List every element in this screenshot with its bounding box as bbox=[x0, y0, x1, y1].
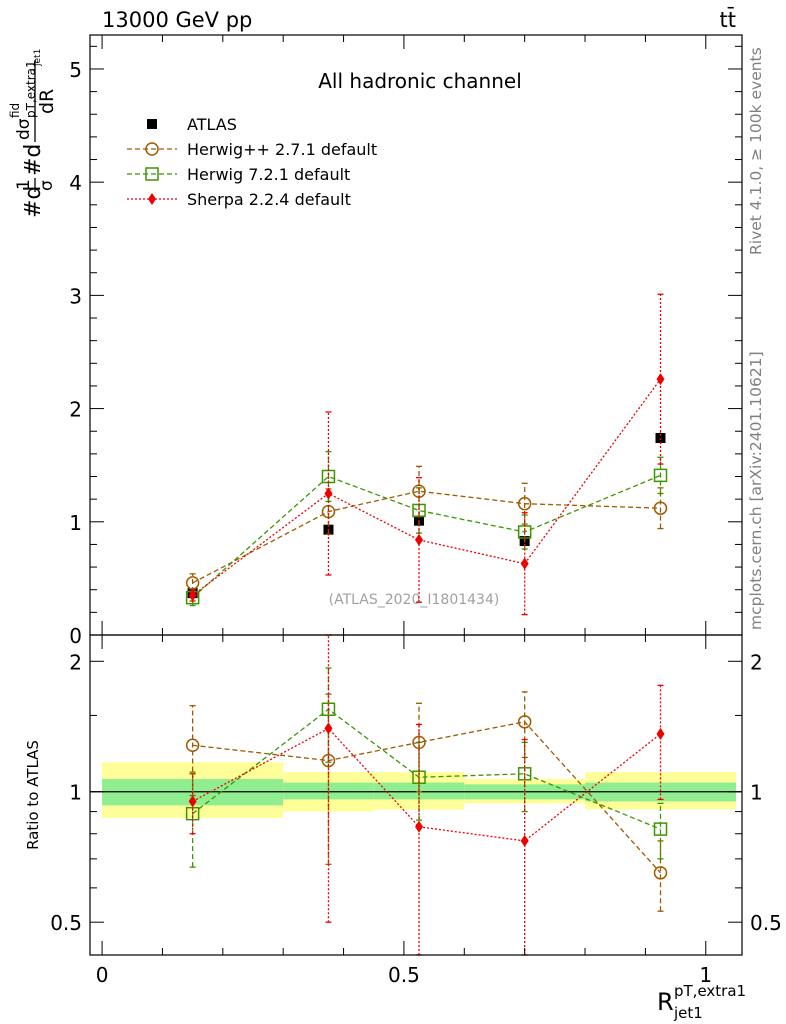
legend-entry: ATLAS bbox=[147, 115, 237, 134]
legend-marker bbox=[147, 119, 157, 129]
main-ytick-label: 5 bbox=[69, 58, 82, 82]
ylabel-frac2-num: dσ bbox=[14, 118, 34, 140]
rivet-version-label: Rivet 4.1.0, ≥ 100k events bbox=[747, 47, 765, 255]
svg-text:#d: #d bbox=[21, 186, 46, 218]
ratio-series-circle bbox=[185, 691, 668, 912]
ratio-point-square bbox=[412, 770, 426, 785]
main-point-data bbox=[655, 433, 666, 444]
main-line-diamond bbox=[192, 378, 662, 596]
ratio-xtick-label: 1 bbox=[699, 963, 712, 987]
legend-marker bbox=[145, 167, 159, 181]
ratio-line-diamond bbox=[192, 727, 661, 842]
main-title: All hadronic channel bbox=[318, 69, 522, 93]
ylabel-frac2-sup: fid bbox=[8, 103, 22, 118]
ratio-point-circle bbox=[321, 753, 336, 768]
ratio-point-square bbox=[653, 822, 668, 836]
main-point-circle bbox=[185, 576, 200, 590]
ratio-frame bbox=[89, 634, 743, 956]
legend-label: ATLAS bbox=[187, 115, 237, 134]
main-point-square bbox=[653, 468, 668, 483]
ratio-line-circle bbox=[192, 721, 661, 874]
ratio-point-diamond bbox=[324, 722, 333, 735]
legend-marker bbox=[145, 142, 159, 156]
main-series-circle bbox=[185, 465, 668, 593]
main-ytick-label: 3 bbox=[69, 284, 82, 308]
legend-marker bbox=[148, 193, 156, 205]
ratio-point-diamond bbox=[415, 820, 424, 833]
main-ytick-label: 1 bbox=[69, 511, 82, 535]
main-point-circle bbox=[517, 496, 532, 511]
main-ytick-label: 2 bbox=[69, 398, 82, 422]
legend-entry: Herwig 7.2.1 default bbox=[127, 165, 350, 184]
ratio-point-square bbox=[321, 702, 336, 717]
ratio-xtick-label: 0.5 bbox=[388, 963, 420, 987]
ratio-ytick-label-right: 0.5 bbox=[750, 911, 782, 935]
main-line-square bbox=[192, 474, 661, 599]
ratio-panel: 0.5 0.5 1 1 2 2 0 0.5 1 Ratio to ATLAS R pT,extr… bbox=[24, 634, 782, 1022]
ratio-ytick-label-left: 1 bbox=[69, 781, 82, 805]
ratio-ytick-label-right: 2 bbox=[750, 650, 763, 674]
xlabel-sub: jet1 bbox=[673, 1004, 703, 1022]
ylabel-prefix: #d bbox=[21, 186, 46, 218]
main-series-data bbox=[187, 432, 666, 599]
ylabel-middle: #d bbox=[21, 144, 46, 176]
ratio-ytick-label-left: 0.5 bbox=[50, 911, 82, 935]
main-y-axis-label: #d 1 σ #d dσ fid pT,extra1 jet1 dR bbox=[8, 49, 58, 218]
ylabel-frac2-subsub: jet1 bbox=[33, 49, 43, 67]
ratio-point-circle bbox=[412, 735, 426, 750]
ylabel-frac2-den: dR bbox=[36, 89, 58, 114]
main-ytick-label: 4 bbox=[69, 171, 82, 195]
header-left-label: 13000 GeV pp bbox=[102, 8, 252, 32]
legend: ATLAS Herwig++ 2.7.1 default Herwig 7.2.1 … bbox=[127, 115, 377, 209]
xlabel-sup: pT,extra1 bbox=[674, 982, 746, 1000]
legend-label: Herwig 7.2.1 default bbox=[187, 165, 350, 184]
analysis-watermark: (ATLAS_2020_I1801434) bbox=[329, 592, 500, 608]
legend-label: Herwig++ 2.7.1 default bbox=[187, 140, 377, 159]
header-right-label: tt̄ bbox=[720, 7, 736, 32]
main-series-square bbox=[185, 450, 668, 607]
main-ytick-label: 0 bbox=[69, 624, 82, 648]
main-point-diamond bbox=[520, 557, 529, 570]
x-axis-label: R pT,extra1 jet1 bbox=[657, 982, 746, 1022]
ratio-xtick-label: 0 bbox=[96, 963, 109, 987]
ratio-point-circle bbox=[517, 715, 532, 729]
main-point-diamond bbox=[656, 373, 665, 386]
main-series-diamond bbox=[188, 293, 665, 616]
ratio-point-circle bbox=[185, 738, 200, 753]
main-point-diamond bbox=[415, 533, 424, 546]
main-point-circle bbox=[653, 501, 668, 515]
main-point-diamond bbox=[324, 487, 333, 500]
ratio-point-diamond bbox=[520, 834, 529, 847]
ratio-point-diamond bbox=[656, 727, 665, 740]
ratio-series-diamond bbox=[188, 634, 665, 956]
ratio-y-axis-label: Ratio to ATLAS bbox=[24, 740, 42, 850]
main-point-diamond bbox=[188, 589, 197, 602]
ratio-point-circle bbox=[653, 866, 668, 880]
ratio-point-square bbox=[517, 767, 532, 781]
ratio-ytick-label-left: 2 bbox=[69, 650, 82, 674]
xlabel-base: R bbox=[657, 988, 674, 1016]
ratio-point-square bbox=[185, 806, 200, 821]
ratio-ytick-label-right: 1 bbox=[750, 781, 763, 805]
main-panel: All hadronic channel (ATLAS_2020_I180143… bbox=[8, 34, 743, 648]
legend-entry: Herwig++ 2.7.1 default bbox=[127, 140, 377, 159]
ylabel-frac1-den: σ bbox=[37, 180, 57, 191]
ylabel-frac1-num: 1 bbox=[14, 179, 34, 190]
legend-entry: Sherpa 2.2.4 default bbox=[127, 190, 351, 209]
legend-label: Sherpa 2.2.4 default bbox=[187, 190, 351, 209]
ratio-point-diamond bbox=[188, 795, 197, 808]
mcplots-label: mcplots.cern.ch [arXiv:2401.10621] bbox=[747, 351, 765, 630]
